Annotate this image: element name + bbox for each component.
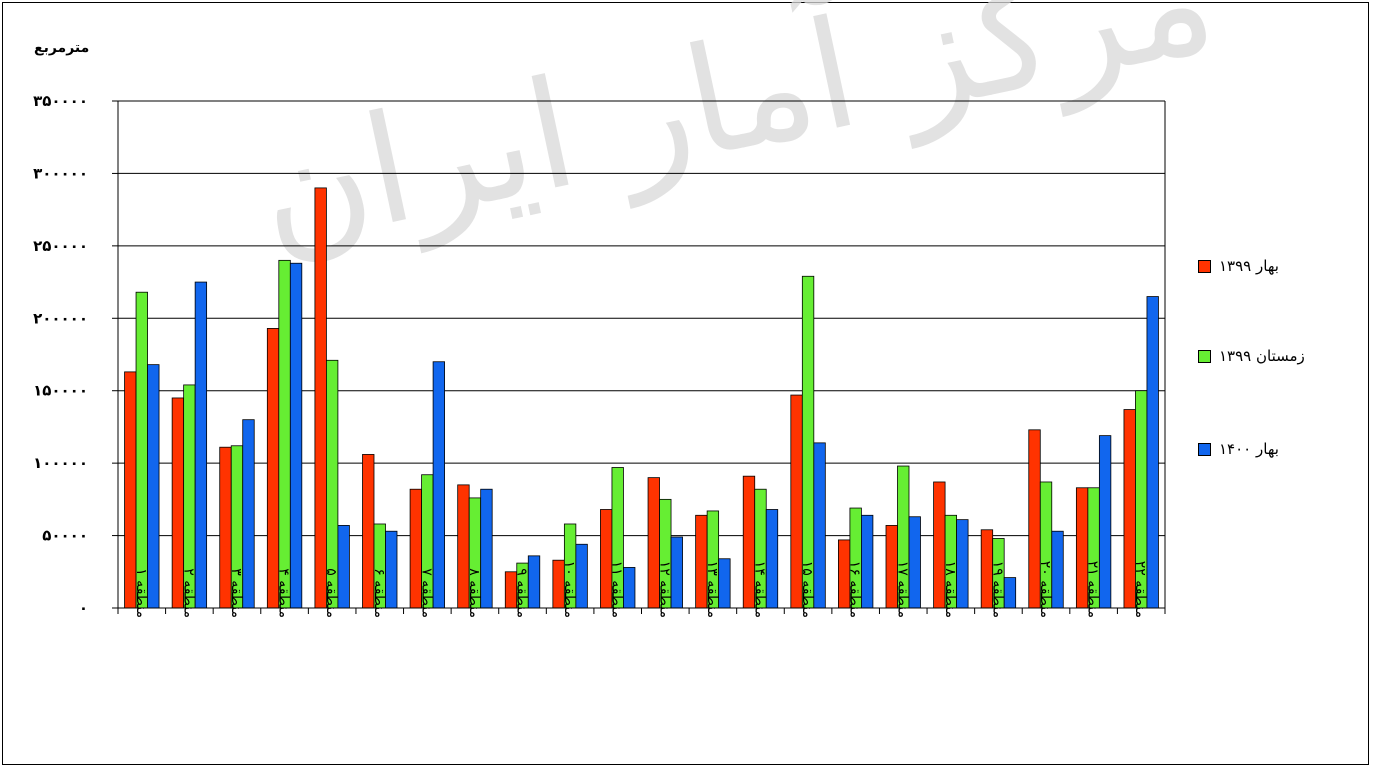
- x-tick-labels: منطقه ۱ منطقه ۲ منطقه ۳ منطقه ۴ منطقه ۵ منطقه…: [133, 561, 1148, 618]
- bar: [801, 275, 815, 609]
- y-tick-label: ۳۰۰۰۰۰: [33, 164, 88, 182]
- y-tick-label: ۵۰۰۰۰: [42, 527, 88, 545]
- x-tick-label: منطقه ۱۴: [751, 561, 767, 618]
- bar: [289, 262, 303, 609]
- bar: [266, 328, 280, 609]
- x-tick-label: منطقه ۱۰: [561, 561, 577, 618]
- x-tick-label: منطقه ۲: [180, 568, 196, 618]
- x-tick-label: منطقه ۱۱: [609, 561, 625, 618]
- legend-swatch: [1198, 259, 1211, 273]
- x-tick-label: منطقه ۳: [228, 568, 244, 618]
- y-axis-unit-label: مترمربع: [34, 40, 90, 56]
- x-tick-label: منطقه ۴: [276, 568, 292, 618]
- legend-item-spring-1400: بهار ۱۴۰۰: [1198, 440, 1279, 458]
- x-tick-label: منطقه ۱۲: [656, 561, 672, 618]
- legend-label: زمستان ۱۳۹۹: [1219, 347, 1305, 365]
- x-tick-label: منطقه ۶: [371, 568, 387, 618]
- x-tick-label: منطقه ۱۷: [894, 561, 910, 618]
- y-tick-label: ۱۰۰۰۰۰: [33, 454, 88, 472]
- legend-label: بهار ۱۴۰۰: [1219, 440, 1279, 458]
- x-tick-label: منطقه ۲۱: [1085, 561, 1101, 618]
- bar: [278, 259, 291, 609]
- x-tick-label: منطقه ۹: [514, 568, 530, 618]
- bar: [194, 281, 208, 609]
- legend-swatch: [1198, 349, 1211, 363]
- legend-item-winter-1399: زمستان ۱۳۹۹: [1198, 347, 1305, 365]
- y-tick-labels: ۰ ۵۰۰۰۰ ۱۰۰۰۰۰ ۱۵۰۰۰۰ ۲۰۰۰۰۰ ۲۵۰۰۰۰ ۳۰۰۰۰۰ ۳۵۰۰…: [33, 92, 88, 617]
- x-tick-label: منطقه ۵: [323, 568, 339, 618]
- x-tick-label: منطقه ۱۶: [847, 561, 863, 618]
- legend-item-spring-1399: بهار ۱۳۹۹: [1198, 257, 1279, 275]
- x-tick-label: منطقه ۸: [466, 568, 482, 618]
- x-tick-label: منطقه ۷: [418, 568, 434, 618]
- x-tick-label: منطقه ۱۸: [942, 561, 958, 618]
- legend-swatch: [1198, 442, 1211, 456]
- y-tick-label: ۲۵۰۰۰۰: [33, 237, 88, 255]
- bar: [135, 291, 148, 609]
- y-tick-label: ۲۰۰۰۰۰: [33, 309, 88, 327]
- y-tick-label: ۳۵۰۰۰۰: [33, 92, 88, 110]
- y-tick-label: ۰: [79, 599, 88, 617]
- legend-label: بهار ۱۳۹۹: [1219, 257, 1279, 275]
- x-tick-label: منطقه ۱: [133, 568, 149, 618]
- y-tick-label: ۱۵۰۰۰۰: [33, 382, 88, 400]
- x-tick-label: منطقه ۱۳: [704, 561, 720, 618]
- bars: [124, 187, 1159, 609]
- x-tick-label: منطقه ۲۲: [1132, 561, 1148, 618]
- x-tick-label: منطقه ۱۹: [989, 561, 1005, 618]
- x-tick-label: منطقه ۱۵: [799, 561, 815, 618]
- x-tick-label: منطقه ۲۰: [1037, 561, 1053, 618]
- axes: [112, 100, 1166, 614]
- bar: [314, 187, 327, 609]
